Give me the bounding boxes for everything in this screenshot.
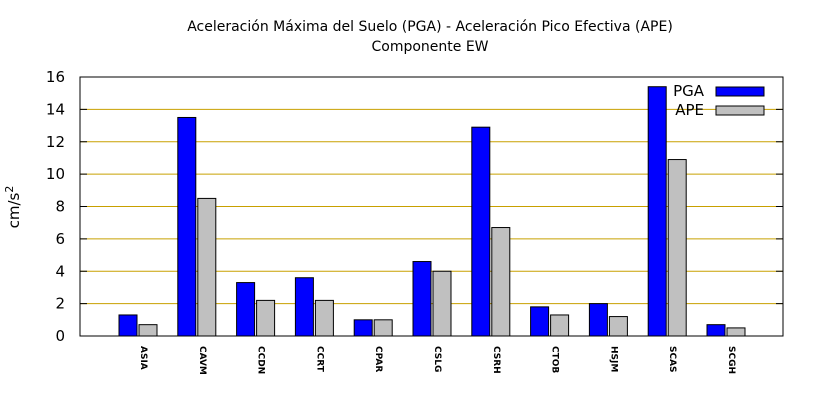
x-tick-label-csrh: CSRH bbox=[491, 346, 501, 374]
bar-pga-scgh bbox=[706, 324, 726, 337]
bar-pga-ccrt bbox=[294, 277, 314, 337]
bar-ape-scas bbox=[667, 159, 687, 337]
x-tick-label-scas: SCAS bbox=[667, 346, 677, 373]
bar-pga-csrh bbox=[471, 126, 491, 337]
bar-ape-ccrt bbox=[314, 299, 334, 337]
x-tick-label-ccrt: CCRT bbox=[314, 346, 324, 373]
bar-ape-asia bbox=[138, 324, 158, 337]
x-tick-label-ctob: CTOB bbox=[550, 346, 560, 373]
y-axis-label-exponent: 2 bbox=[3, 186, 16, 193]
bar-ape-scgh bbox=[726, 327, 746, 337]
grid-lines bbox=[80, 108, 783, 305]
bar-pga-hsjm bbox=[588, 303, 608, 337]
bar-pga-cslg bbox=[412, 261, 432, 337]
x-tick-label-scgh: SCGH bbox=[726, 346, 736, 374]
legend-swatch-ape bbox=[715, 105, 765, 116]
y-tick-label: 16 bbox=[46, 68, 65, 86]
bar-pga-scas bbox=[647, 86, 667, 337]
bar-pga-cavm bbox=[177, 116, 197, 337]
bar-pga-cpar bbox=[353, 319, 373, 337]
tick-labels: 0 2 4 6 8 10 12 14 16 ASIA CAVM CCDN CCRT CPAR CSLG CSR… bbox=[46, 68, 736, 375]
y-tick-label: 8 bbox=[55, 198, 65, 216]
chart-title: Aceleración Máxima del Suelo (PGA) - Ace… bbox=[187, 19, 673, 35]
chart-subtitle: Componente EW bbox=[371, 39, 488, 55]
y-tick-label: 6 bbox=[55, 230, 65, 248]
legend-swatch-pga bbox=[715, 86, 765, 97]
bar-ape-cslg bbox=[432, 270, 452, 337]
legend-label-ape: APE bbox=[675, 101, 704, 119]
bar-ape-ctob bbox=[550, 314, 570, 337]
x-tick-label-cpar: CPAR bbox=[373, 346, 383, 372]
legend-label-pga: PGA bbox=[673, 82, 705, 100]
bar-pga-asia bbox=[118, 314, 138, 337]
legend: PGA APE bbox=[673, 82, 765, 119]
y-tick-label: 2 bbox=[55, 295, 65, 313]
bar-pga-ctob bbox=[530, 306, 550, 337]
bar-ape-cpar bbox=[373, 319, 393, 337]
bar-ape-csrh bbox=[491, 227, 511, 337]
bar-ape-cavm bbox=[197, 197, 217, 337]
bar-ape-hsjm bbox=[608, 316, 628, 337]
plot-frame bbox=[79, 76, 784, 337]
x-tick-label-cslg: CSLG bbox=[432, 346, 442, 372]
x-tick-label-ccdn: CCDN bbox=[256, 346, 266, 374]
y-axis-label-unit: cm/s bbox=[5, 192, 23, 228]
bars bbox=[118, 86, 746, 337]
axes bbox=[79, 76, 784, 337]
y-tick-label: 0 bbox=[55, 327, 65, 345]
x-tick-label-asia: ASIA bbox=[138, 346, 148, 370]
y-tick-label: 10 bbox=[46, 165, 65, 183]
bar-pga-ccdn bbox=[236, 282, 256, 337]
x-tick-label-cavm: CAVM bbox=[197, 346, 207, 375]
bar-ape-ccdn bbox=[256, 299, 276, 337]
y-axis-label: cm/s2 bbox=[3, 186, 23, 229]
x-tick-label-hsjm: HSJM bbox=[608, 346, 618, 372]
y-tick-label: 4 bbox=[55, 262, 65, 280]
y-tick-label: 14 bbox=[46, 100, 65, 118]
y-tick-label: 12 bbox=[46, 133, 65, 151]
